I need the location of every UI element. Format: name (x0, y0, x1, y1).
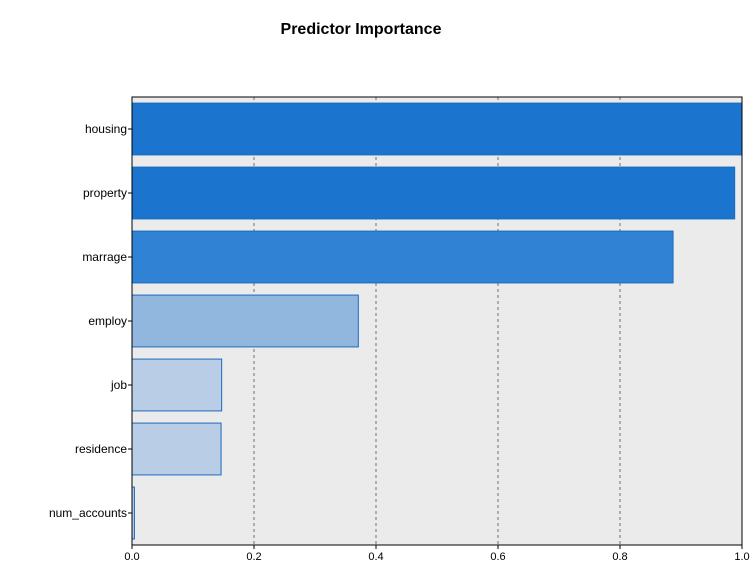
x-tick-label: 0.0 (124, 551, 139, 563)
bar-job (131, 358, 223, 412)
category-label: num_accounts (49, 506, 127, 520)
category-label: marrage (82, 250, 127, 264)
category-label: residence (75, 442, 127, 456)
x-tick-label: 0.8 (612, 551, 627, 563)
bars (131, 102, 743, 540)
x-tick-label: 0.6 (490, 551, 505, 563)
bar-employ (131, 294, 359, 348)
y-axis: housing property marrage employ job residence… (49, 122, 132, 520)
category-label: employ (88, 314, 127, 328)
x-axis: 0.0 0.2 0.4 0.6 0.8 1.0 (124, 545, 750, 563)
x-tick-label: 1.0 (734, 551, 749, 563)
bar-residence (131, 422, 222, 476)
x-tick-label: 0.4 (368, 551, 383, 563)
bar-housing (131, 102, 743, 156)
category-label: housing (85, 122, 127, 136)
category-label: job (110, 378, 127, 392)
x-tick-label: 0.2 (246, 551, 261, 563)
bar-marrage (131, 230, 674, 284)
bar-property (131, 166, 736, 220)
category-label: property (83, 186, 127, 200)
chart-title: Predictor Importance (280, 21, 442, 38)
